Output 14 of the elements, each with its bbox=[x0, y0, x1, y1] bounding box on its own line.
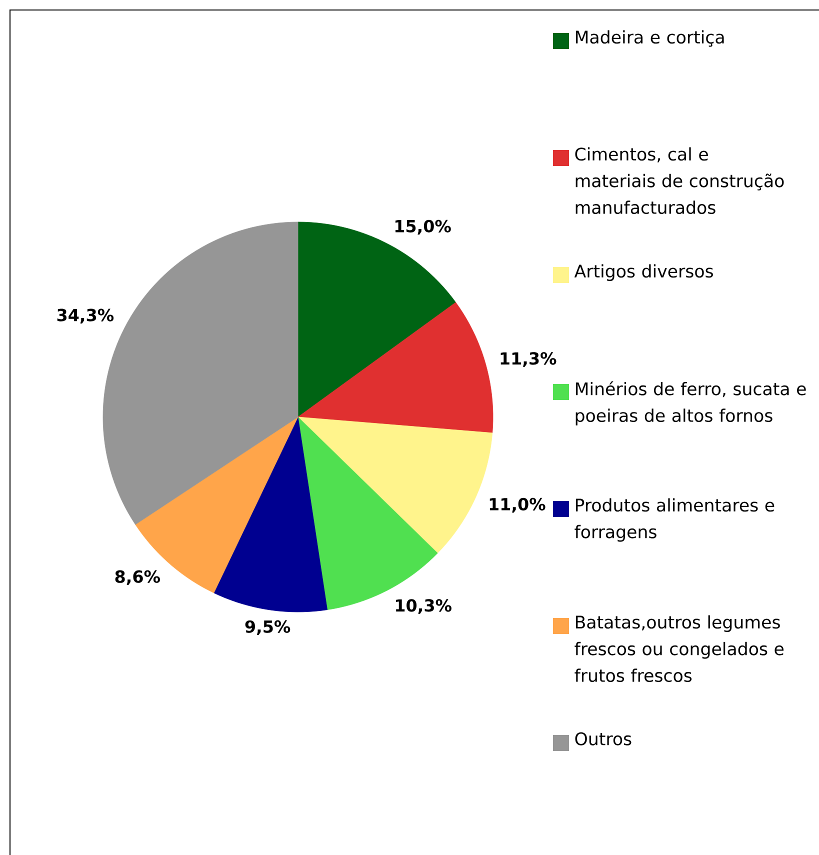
legend-label: Madeira e cortiça bbox=[576, 30, 724, 47]
legend-label: Batatas,outros legumes frescos ou congelados e frutos frescos bbox=[574, 615, 784, 682]
legend-label: Outros bbox=[575, 732, 632, 746]
legend-label: Cimentos, cal e materiais de construção manufacturados bbox=[575, 147, 784, 214]
data-label: 15,0% bbox=[395, 220, 451, 235]
data-label: 11,0% bbox=[490, 498, 546, 513]
data-label: 34,3% bbox=[57, 308, 114, 324]
legend-label: Produtos alimentares e forragens bbox=[574, 498, 774, 542]
data-label: 9,5% bbox=[245, 620, 290, 636]
legend-label: Minérios de ferro, sucata e poeiras de altos fornos bbox=[576, 381, 806, 426]
legend-label: Artigos diversos bbox=[574, 264, 713, 282]
data-label: 10,3% bbox=[396, 599, 452, 614]
data-label: 8,6% bbox=[115, 570, 160, 586]
data-label: 11,3% bbox=[500, 352, 556, 367]
